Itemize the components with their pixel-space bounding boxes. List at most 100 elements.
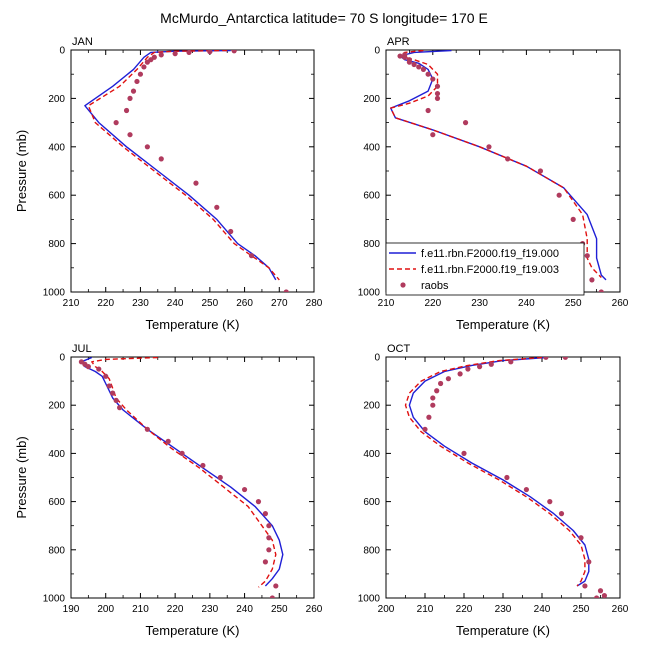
y-tick-label: 400 xyxy=(48,449,65,460)
raobs-point xyxy=(434,95,441,101)
raobs-point xyxy=(200,462,206,469)
raobs-point xyxy=(457,371,463,377)
y-tick-label: 800 xyxy=(363,545,380,556)
raobs-point xyxy=(430,76,436,82)
raobs-point xyxy=(430,132,436,138)
y-tick-label: 400 xyxy=(363,449,380,460)
legend-marker xyxy=(400,282,406,288)
y-tick-label: 600 xyxy=(48,191,65,202)
x-tick-label: 210 xyxy=(132,604,149,615)
raobs-point xyxy=(158,156,164,162)
y-tick-label: 400 xyxy=(363,142,380,153)
legend: f.e11.rbn.F2000.f19_f19.000 f.e11.rbn.F20… xyxy=(385,242,585,296)
raobs-point xyxy=(103,373,109,379)
raobs-point xyxy=(434,388,440,394)
raobs-point xyxy=(465,366,471,372)
raobs-point xyxy=(584,253,590,259)
raobs-point xyxy=(113,120,119,126)
raobs-point xyxy=(193,180,199,186)
raobs-point xyxy=(558,511,565,517)
x-axis-label: Temperature (K) xyxy=(146,623,240,638)
x-tick-label: 220 xyxy=(424,298,441,309)
raobs-point xyxy=(411,61,417,68)
y-tick-label: 1000 xyxy=(43,594,66,605)
legend-label: raobs xyxy=(421,280,449,292)
x-tick-label: 230 xyxy=(202,604,219,615)
raobs-point xyxy=(461,450,467,456)
x-tick-label: 220 xyxy=(97,298,114,309)
x-tick-label: 250 xyxy=(271,604,288,615)
raobs-point xyxy=(486,144,492,150)
raobs-point xyxy=(123,107,130,114)
figure-title: McMurdo_Antarctica latitude= 70 S longit… xyxy=(160,10,488,26)
legend-entry: f.e11.rbn.F2000.f19_f19.003 xyxy=(389,264,559,276)
raobs-point xyxy=(130,88,137,94)
series-line-003 xyxy=(87,50,280,281)
x-tick-label: 260 xyxy=(236,298,253,309)
raobs-point xyxy=(231,50,237,54)
raobs-point xyxy=(406,59,412,65)
raobs-point xyxy=(425,71,431,77)
raobs-point xyxy=(241,486,248,493)
raobs-point xyxy=(416,64,422,70)
raobs-point xyxy=(117,405,123,411)
raobs-point xyxy=(262,559,268,565)
raobs-point xyxy=(434,90,441,97)
raobs-point xyxy=(158,52,164,58)
y-tick-label: 0 xyxy=(59,353,65,364)
y-tick-label: 0 xyxy=(374,353,380,364)
y-tick-label: 600 xyxy=(363,497,380,508)
x-tick-label: 250 xyxy=(202,298,219,309)
raobs-point xyxy=(96,366,102,372)
raobs-point xyxy=(582,583,588,589)
raobs-point xyxy=(144,144,150,150)
y-tick-label: 0 xyxy=(374,46,380,57)
panel-title: JUL xyxy=(72,343,92,355)
raobs-point xyxy=(179,450,185,456)
x-tick-label: 270 xyxy=(271,298,288,309)
panel-jan: JAN 210 220 230 240 250 260 270 280 0 200 400 600 800… xyxy=(14,36,323,332)
x-tick-label: 220 xyxy=(167,604,184,615)
raobs-point xyxy=(127,95,133,101)
x-tick-label: 240 xyxy=(167,298,184,309)
raobs-point xyxy=(589,277,595,283)
raobs-point xyxy=(430,402,436,408)
y-tick-label: 400 xyxy=(48,142,65,153)
raobs-point xyxy=(477,364,483,370)
raobs-point xyxy=(547,499,553,505)
y-axis-label: Pressure (mb) xyxy=(14,436,29,518)
plot-frame xyxy=(70,356,315,599)
plot-frame xyxy=(385,356,621,599)
x-axis-label: Temperature (K) xyxy=(456,317,550,332)
panel-title: APR xyxy=(387,36,410,48)
raobs-point xyxy=(113,397,119,403)
series-line-003 xyxy=(91,357,277,588)
raobs-point xyxy=(85,364,91,370)
raobs-point xyxy=(434,83,441,89)
legend-label: f.e11.rbn.F2000.f19_f19.003 xyxy=(421,264,559,276)
series-line-000 xyxy=(408,357,590,587)
raobs-point xyxy=(262,511,268,517)
raobs-point xyxy=(269,595,275,598)
series-line-000 xyxy=(84,50,277,281)
panel-oct: OCT 200 210 220 230 240 250 260 0 200 400 600 800 100… xyxy=(358,343,629,638)
legend-box xyxy=(385,242,585,296)
raobs-point xyxy=(556,192,562,198)
raobs-point xyxy=(248,253,255,259)
raobs-point xyxy=(186,50,192,56)
raobs-point xyxy=(273,583,279,589)
raobs-point xyxy=(543,357,549,360)
raobs-point xyxy=(523,486,530,493)
raobs-point xyxy=(505,156,511,162)
y-tick-label: 800 xyxy=(363,239,380,250)
raobs-point xyxy=(578,535,584,541)
raobs-point xyxy=(207,50,213,55)
y-tick-label: 200 xyxy=(363,94,380,105)
raobs-point xyxy=(134,78,140,85)
x-tick-label: 210 xyxy=(378,298,395,309)
x-tick-label: 200 xyxy=(97,604,114,615)
x-tick-label: 250 xyxy=(565,298,582,309)
raobs-point xyxy=(586,559,592,565)
x-axis-label: Temperature (K) xyxy=(456,623,550,638)
